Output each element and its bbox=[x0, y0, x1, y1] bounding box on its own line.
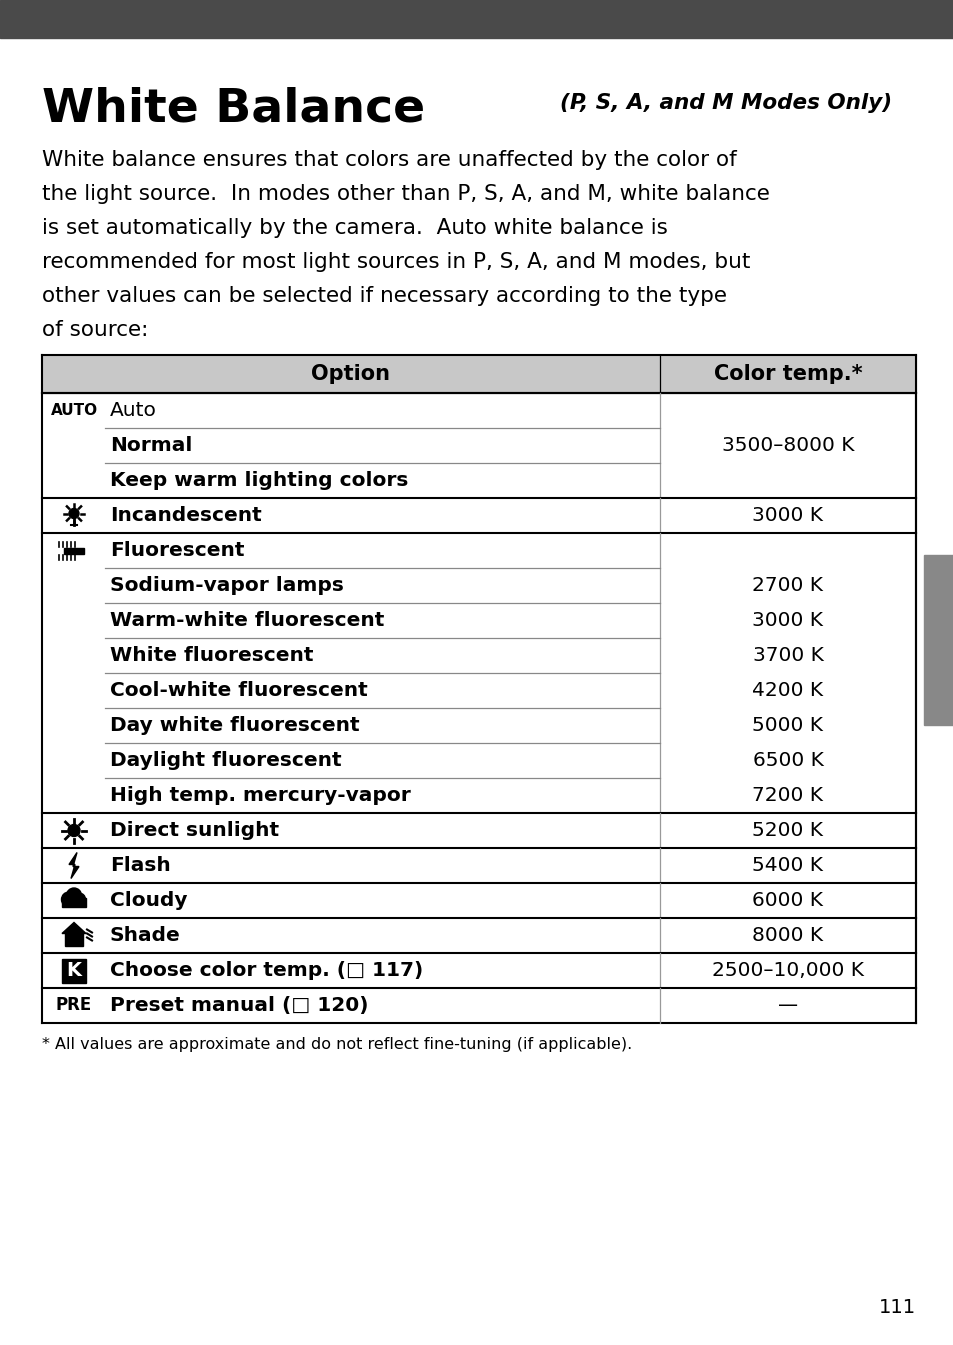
Text: 7200 K: 7200 K bbox=[752, 785, 822, 806]
Text: the light source.  In modes other than P, S, A, and M, white balance: the light source. In modes other than P,… bbox=[42, 184, 769, 204]
Text: Incandescent: Incandescent bbox=[110, 506, 261, 525]
Text: Normal: Normal bbox=[110, 436, 193, 455]
Text: Auto: Auto bbox=[110, 401, 156, 420]
Text: recommended for most light sources in P, S, A, and M modes, but: recommended for most light sources in P,… bbox=[42, 252, 750, 272]
Circle shape bbox=[61, 892, 76, 907]
Polygon shape bbox=[62, 923, 86, 933]
Text: K: K bbox=[67, 960, 81, 981]
Text: 8000 K: 8000 K bbox=[752, 925, 822, 946]
Text: White Balance: White Balance bbox=[42, 87, 425, 132]
Text: Direct sunlight: Direct sunlight bbox=[110, 820, 279, 841]
Bar bbox=[64, 547, 84, 554]
Text: Preset manual (□ 120): Preset manual (□ 120) bbox=[110, 997, 368, 1015]
Text: PRE: PRE bbox=[56, 997, 92, 1014]
Circle shape bbox=[72, 893, 86, 907]
Text: AUTO: AUTO bbox=[51, 404, 97, 418]
Text: White balance ensures that colors are unaffected by the color of: White balance ensures that colors are un… bbox=[42, 151, 736, 169]
Text: 111: 111 bbox=[878, 1298, 915, 1317]
Text: 3500–8000 K: 3500–8000 K bbox=[721, 436, 853, 455]
Circle shape bbox=[67, 888, 81, 902]
Text: 3700 K: 3700 K bbox=[752, 646, 822, 664]
Text: other values can be selected if necessary according to the type: other values can be selected if necessar… bbox=[42, 286, 726, 307]
Text: * All values are approximate and do not reflect fine-tuning (if applicable).: * All values are approximate and do not … bbox=[42, 1037, 632, 1052]
Text: Cloudy: Cloudy bbox=[110, 890, 188, 911]
Text: Daylight fluorescent: Daylight fluorescent bbox=[110, 751, 341, 769]
Polygon shape bbox=[69, 853, 79, 878]
Text: Shade: Shade bbox=[110, 925, 180, 946]
Text: 2700 K: 2700 K bbox=[752, 576, 822, 594]
Text: 5000 K: 5000 K bbox=[752, 716, 822, 734]
Text: of source:: of source: bbox=[42, 320, 149, 340]
Bar bbox=[42, 355, 915, 393]
Text: 4200 K: 4200 K bbox=[752, 681, 822, 699]
Bar bbox=[923, 555, 953, 725]
Bar bbox=[0, 0, 953, 38]
Text: 5200 K: 5200 K bbox=[752, 820, 822, 841]
Text: Option: Option bbox=[312, 364, 390, 385]
Text: High temp. mercury-vapor: High temp. mercury-vapor bbox=[110, 785, 411, 806]
Bar bbox=[62, 897, 86, 907]
Bar bbox=[65, 932, 83, 946]
Text: Day white fluorescent: Day white fluorescent bbox=[110, 716, 359, 734]
Text: —: — bbox=[777, 997, 798, 1015]
Text: Flash: Flash bbox=[110, 855, 171, 876]
Text: Color temp.*: Color temp.* bbox=[713, 364, 862, 385]
Text: 6000 K: 6000 K bbox=[752, 890, 822, 911]
Text: Keep warm lighting colors: Keep warm lighting colors bbox=[110, 471, 408, 490]
Text: Choose color temp. (□ 117): Choose color temp. (□ 117) bbox=[110, 960, 423, 981]
Text: 2500–10,000 K: 2500–10,000 K bbox=[711, 960, 863, 981]
Circle shape bbox=[69, 508, 79, 519]
Text: 3000 K: 3000 K bbox=[752, 611, 822, 629]
Text: Fluorescent: Fluorescent bbox=[110, 541, 244, 560]
Text: Cool-white fluorescent: Cool-white fluorescent bbox=[110, 681, 367, 699]
Text: Sodium-vapor lamps: Sodium-vapor lamps bbox=[110, 576, 343, 594]
Text: is set automatically by the camera.  Auto white balance is: is set automatically by the camera. Auto… bbox=[42, 218, 667, 238]
Text: 5400 K: 5400 K bbox=[752, 855, 822, 876]
Text: 3000 K: 3000 K bbox=[752, 506, 822, 525]
Circle shape bbox=[68, 824, 80, 837]
Text: Warm-white fluorescent: Warm-white fluorescent bbox=[110, 611, 384, 629]
Text: 6500 K: 6500 K bbox=[752, 751, 822, 769]
Bar bbox=[62, 959, 86, 982]
Text: (P, S, A, and M Modes Only): (P, S, A, and M Modes Only) bbox=[559, 93, 891, 113]
Text: White fluorescent: White fluorescent bbox=[110, 646, 314, 664]
